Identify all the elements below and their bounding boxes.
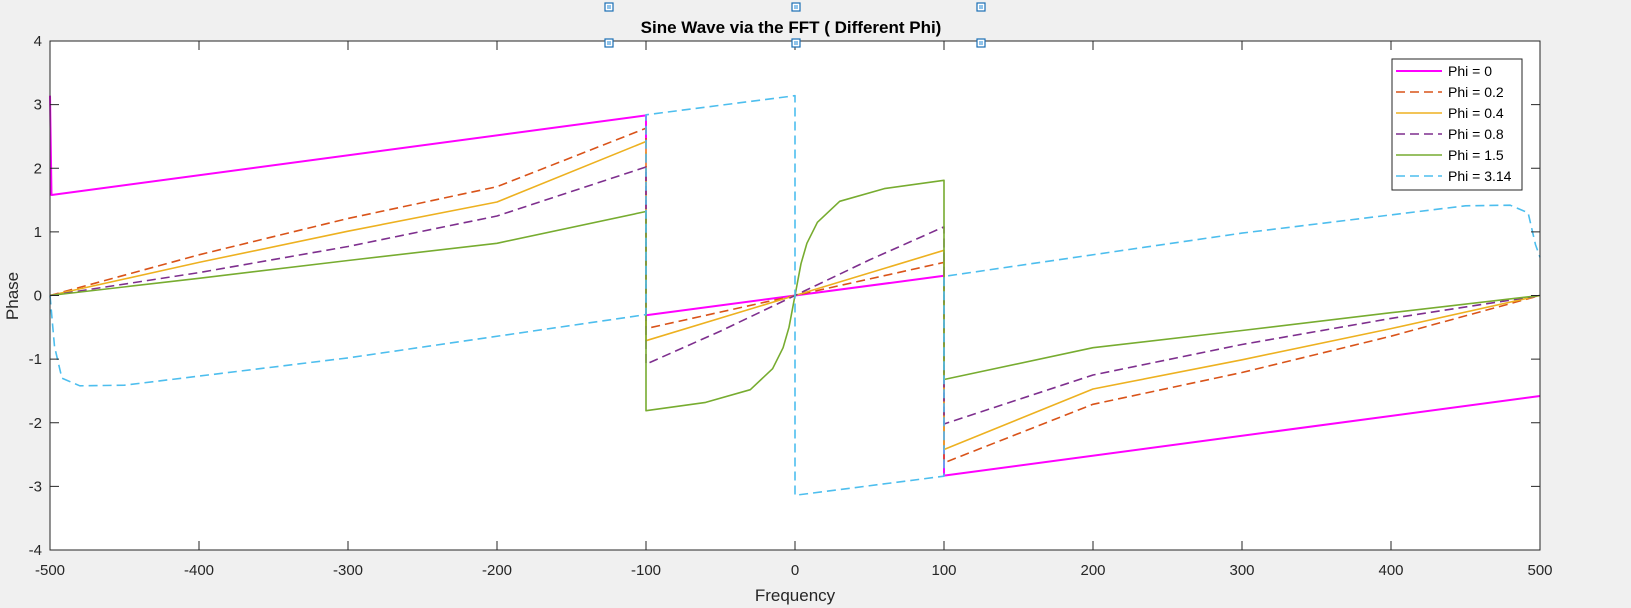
x-axis-ticks: -500 -400 -300 -200 -100 0 100 200 300 400 500: [35, 41, 1553, 579]
legend-box: [1391, 58, 1523, 191]
y-tick-label: 2: [34, 160, 42, 177]
chart-title[interactable]: Sine Wave via the FFT ( Different Phi): [641, 18, 942, 37]
selection-handle-fill: [794, 41, 798, 45]
x-tick-label: 200: [1080, 562, 1105, 579]
plot-lines: [49, 94, 1541, 497]
y-tick-label: -3: [29, 478, 42, 495]
legend-entry-label: Phi = 3.14: [1448, 168, 1512, 184]
y-tick-label: -2: [29, 415, 42, 432]
y-tick-label: 0: [34, 288, 42, 305]
legend-entry-label: Phi = 0.8: [1448, 126, 1504, 142]
y-axis-ticks: -4 -3 -2 -1 0 1 2 3 4: [29, 33, 1540, 559]
x-tick-label: 300: [1229, 562, 1254, 579]
x-tick-label: 100: [931, 562, 956, 579]
x-tick-label: -500: [35, 562, 65, 579]
y-tick-label: -4: [29, 542, 42, 559]
series-line-5[interactable]: [49, 94, 1541, 497]
selection-handle-fill: [607, 5, 611, 9]
x-tick-label: -400: [184, 562, 214, 579]
legend[interactable]: Phi = 0 Phi = 0.2 Phi = 0.4 Phi = 0.8 Phi = …: [1391, 58, 1523, 191]
selection-handle-fill: [979, 5, 983, 9]
x-tick-label: -300: [333, 562, 363, 579]
selection-handle-fill: [979, 41, 983, 45]
title-selection-handles[interactable]: [604, 2, 986, 48]
x-tick-label: -100: [631, 562, 661, 579]
selection-handle-fill: [794, 5, 798, 9]
legend-entry-label: Phi = 1.5: [1448, 147, 1504, 163]
x-tick-label: 0: [791, 562, 799, 579]
y-tick-label: -1: [29, 351, 42, 368]
legend-entry-label: Phi = 0.2: [1448, 84, 1504, 100]
x-tick-label: -200: [482, 562, 512, 579]
selection-handle-fill: [607, 41, 611, 45]
x-tick-label: 400: [1378, 562, 1403, 579]
y-axis-label: Phase: [3, 272, 22, 320]
legend-entry-label: Phi = 0.4: [1448, 105, 1504, 121]
y-tick-label: 3: [34, 97, 42, 114]
x-axis-label: Frequency: [755, 586, 836, 605]
x-tick-label: 500: [1527, 562, 1552, 579]
legend-entry-label: Phi = 0: [1448, 63, 1492, 79]
y-tick-label: 4: [34, 33, 42, 50]
y-tick-label: 1: [34, 224, 42, 241]
